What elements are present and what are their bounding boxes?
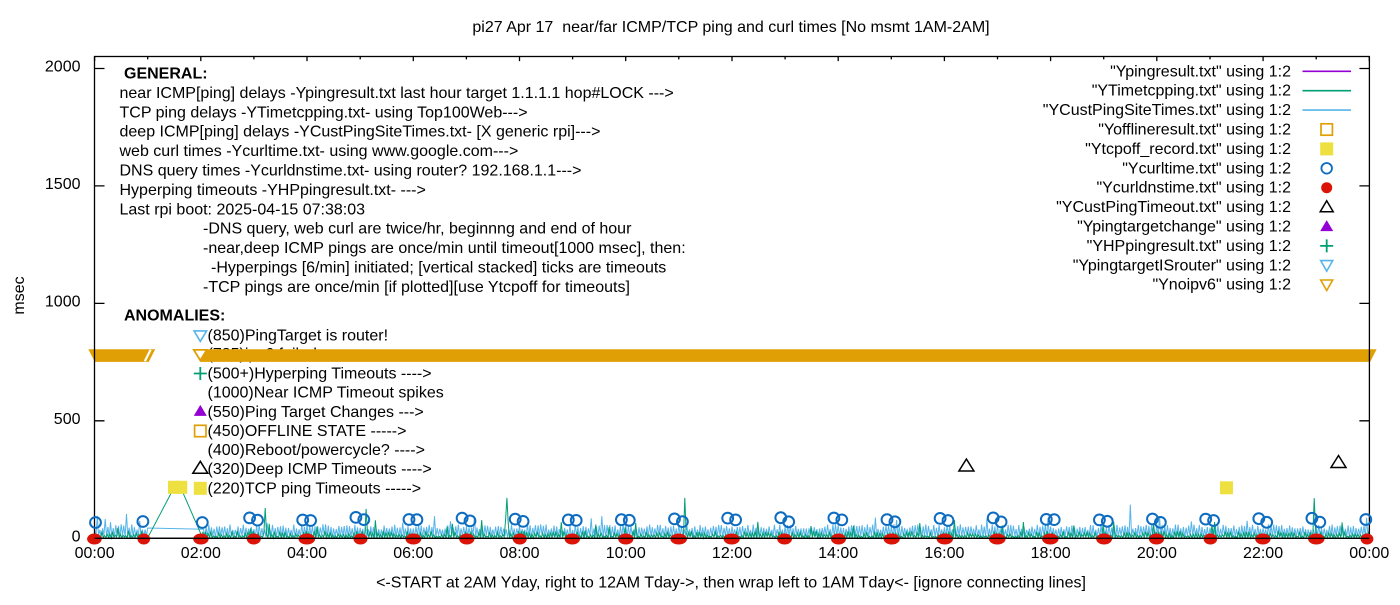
svg-text:20:00: 20:00 bbox=[1137, 545, 1177, 562]
svg-text:12:00: 12:00 bbox=[712, 545, 752, 562]
svg-text:00:00: 00:00 bbox=[1349, 545, 1389, 562]
svg-text:"YCustPingTimeout.txt" using 1: "YCustPingTimeout.txt" using 1:2 bbox=[1056, 199, 1291, 216]
svg-text:(1000)Near ICMP Timeout spikes: (1000)Near ICMP Timeout spikes bbox=[208, 385, 444, 402]
svg-text:"Ytcpoff_record.txt" using 1:2: "Ytcpoff_record.txt" using 1:2 bbox=[1085, 141, 1291, 158]
svg-text:(500+)Hyperping Timeouts ---->: (500+)Hyperping Timeouts ----> bbox=[208, 366, 432, 383]
svg-text:-Hyperpings [6/min] initiated;: -Hyperpings [6/min] initiated; [vertical… bbox=[211, 260, 666, 277]
svg-text:2000: 2000 bbox=[45, 59, 81, 76]
svg-text:(220)TCP ping Timeouts ----->: (220)TCP ping Timeouts -----> bbox=[208, 480, 422, 497]
svg-text:(400)Reboot/powercycle? ---->: (400)Reboot/powercycle? ----> bbox=[208, 442, 425, 459]
svg-text:Last rpi boot: 2025-04-15 07:3: Last rpi boot: 2025-04-15 07:38:03 bbox=[120, 201, 366, 218]
svg-text:10:00: 10:00 bbox=[606, 545, 646, 562]
svg-text:00:00: 00:00 bbox=[75, 545, 115, 562]
svg-text:"YCustPingSiteTimes.txt" using: "YCustPingSiteTimes.txt" using 1:2 bbox=[1043, 102, 1291, 119]
svg-text:16:00: 16:00 bbox=[924, 545, 964, 562]
svg-text:1500: 1500 bbox=[45, 176, 81, 193]
svg-text:Hyperping timeouts -YHPpingres: Hyperping timeouts -YHPpingresult.txt- -… bbox=[120, 182, 426, 199]
svg-text:<-START at 2AM Yday, right to: <-START at 2AM Yday, right to 12AM Tday-… bbox=[376, 575, 1086, 592]
svg-text:1000: 1000 bbox=[45, 293, 81, 310]
svg-text:"Ypingresult.txt" using 1:2: "Ypingresult.txt" using 1:2 bbox=[1110, 63, 1291, 80]
svg-text:deep ICMP[ping] delays -YCustP: deep ICMP[ping] delays -YCustPingSiteTim… bbox=[120, 124, 601, 141]
svg-text:-DNS query, web curl are twice: -DNS query, web curl are twice/hr, begin… bbox=[203, 221, 632, 238]
svg-text:"Ycurldnstime.txt" using 1:2: "Ycurldnstime.txt" using 1:2 bbox=[1096, 180, 1291, 197]
svg-text:msec: msec bbox=[11, 276, 28, 314]
svg-text:08:00: 08:00 bbox=[499, 545, 539, 562]
svg-text:"YpingtargetISrouter" using 1:: "YpingtargetISrouter" using 1:2 bbox=[1073, 257, 1291, 274]
svg-text:"Ynoipv6" using 1:2: "Ynoipv6" using 1:2 bbox=[1152, 277, 1291, 294]
svg-text:pi27 Apr 17 near/far ICMP/TCP: pi27 Apr 17 near/far ICMP/TCP ping and c… bbox=[472, 19, 989, 36]
svg-text:06:00: 06:00 bbox=[393, 545, 433, 562]
svg-text:"Ycurltime.txt" using 1:2: "Ycurltime.txt" using 1:2 bbox=[1122, 160, 1291, 177]
svg-text:"YHPpingresult.txt" using 1:2: "YHPpingresult.txt" using 1:2 bbox=[1087, 238, 1291, 255]
svg-text:web curl times -Ycurltime.txt-: web curl times -Ycurltime.txt- using www… bbox=[119, 143, 519, 160]
svg-text:"Ypingtargetchange" using 1:2: "Ypingtargetchange" using 1:2 bbox=[1077, 219, 1291, 236]
svg-text:0: 0 bbox=[72, 528, 81, 545]
svg-text:500: 500 bbox=[54, 411, 81, 428]
svg-text:-near,deep ICMP pings are once: -near,deep ICMP pings are once/min until… bbox=[203, 240, 686, 257]
svg-text:DNS query times -Ycurldnstime.: DNS query times -Ycurldnstime.txt- using… bbox=[120, 163, 582, 180]
svg-text:near ICMP[ping] delays -Ypingr: near ICMP[ping] delays -Ypingresult.txt … bbox=[120, 85, 674, 102]
svg-text:18:00: 18:00 bbox=[1031, 545, 1071, 562]
svg-text:(320)Deep ICMP Timeouts ---->: (320)Deep ICMP Timeouts ----> bbox=[208, 461, 432, 478]
svg-text:-TCP pings are once/min [if pl: -TCP pings are once/min [if plotted][use… bbox=[203, 279, 630, 296]
svg-text:(550)Ping Target Changes --->: (550)Ping Target Changes ---> bbox=[208, 404, 424, 421]
svg-text:(850)PingTarget is router!: (850)PingTarget is router! bbox=[208, 328, 389, 345]
svg-text:22:00: 22:00 bbox=[1243, 545, 1283, 562]
svg-text:"Yofflineresult.txt" using 1:2: "Yofflineresult.txt" using 1:2 bbox=[1098, 122, 1291, 139]
svg-text:ANOMALIES:: ANOMALIES: bbox=[124, 307, 225, 324]
svg-text:14:00: 14:00 bbox=[818, 545, 858, 562]
svg-text:"YTimetcpping.txt" using 1:2: "YTimetcpping.txt" using 1:2 bbox=[1092, 83, 1291, 100]
svg-text:(450)OFFLINE STATE ----->: (450)OFFLINE STATE -----> bbox=[208, 423, 407, 440]
svg-text:TCP ping delays -YTimetcpping.: TCP ping delays -YTimetcpping.txt- using… bbox=[120, 104, 528, 121]
svg-text:02:00: 02:00 bbox=[181, 545, 221, 562]
svg-text:GENERAL:: GENERAL: bbox=[124, 66, 208, 83]
svg-text:04:00: 04:00 bbox=[287, 545, 327, 562]
